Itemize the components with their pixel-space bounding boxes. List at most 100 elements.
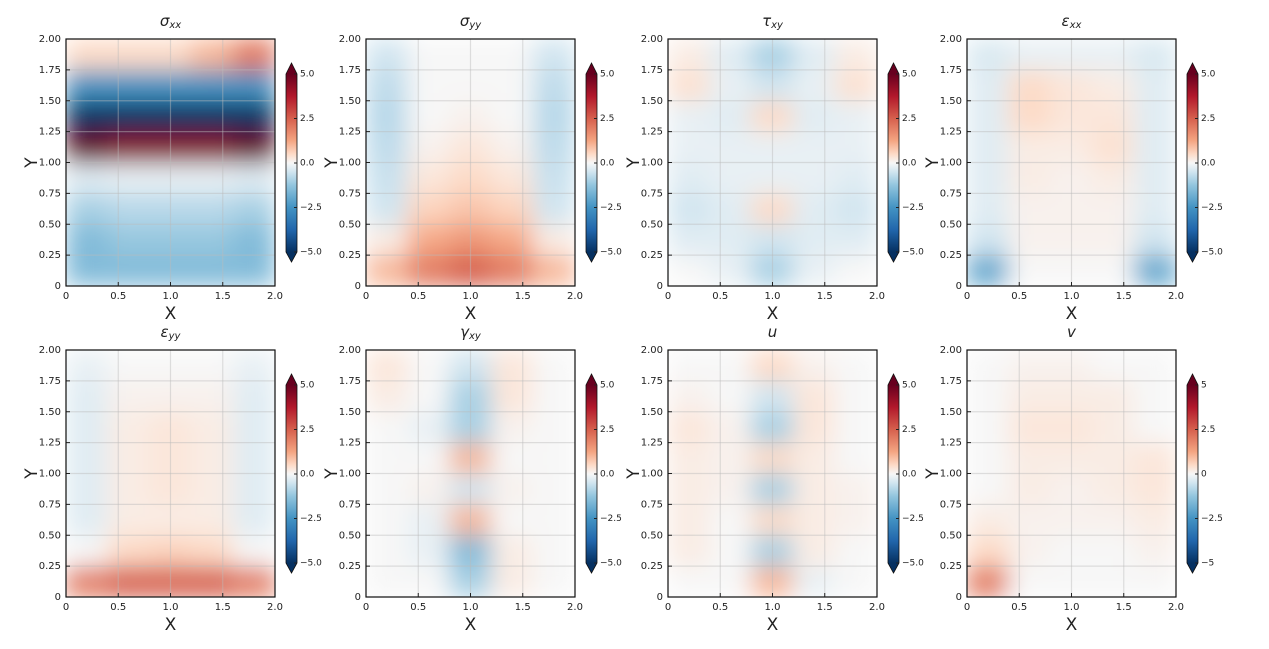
field-cell: [66, 254, 109, 286]
field-cell: [366, 131, 409, 163]
y-tick-label: 0.75: [39, 499, 61, 510]
field-cell: [792, 411, 836, 444]
field-smooth: [668, 39, 877, 286]
field-cell: [107, 380, 151, 413]
field-cell: [668, 503, 711, 536]
field-cell: [834, 192, 877, 225]
panel: 0 0.5 1.0 1.5 2.000.250.500.751.001.251.501.…: [322, 323, 622, 636]
field-cell: [366, 162, 409, 194]
x-tick-label: 1.0: [463, 602, 479, 613]
field-cell: [532, 503, 575, 536]
field-cell: [107, 131, 151, 163]
x-tick-label: 1.5: [515, 291, 531, 302]
field-cell: [532, 162, 575, 194]
colorbar-tick-label: −2.5: [1201, 514, 1223, 524]
y-tick-label: 2.00: [39, 34, 61, 45]
field-cell: [792, 565, 836, 597]
field-cell: [366, 534, 409, 567]
y-tick-label: 2.00: [39, 345, 61, 356]
y-tick-label: 0.75: [339, 499, 361, 510]
field: [66, 39, 275, 286]
y-tick-label: 0.50: [641, 219, 663, 230]
field-cell: [668, 100, 711, 133]
field-cell: [407, 100, 451, 133]
y-tick-label: 0: [355, 592, 361, 603]
y-tick-label: 1.75: [39, 65, 61, 76]
colorbar-extend-top: [286, 374, 297, 385]
panel: 0 0.5 1.0 1.5 2.000.250.500.751.001.251.501.…: [624, 323, 924, 636]
field-cell: [1050, 254, 1093, 286]
field-cell: [407, 503, 451, 536]
colorbar-extend-bottom: [286, 563, 297, 573]
field-cell: [532, 380, 575, 413]
field-cell: [967, 131, 1010, 163]
y-tick-label: 1.75: [641, 65, 663, 76]
field-cell: [190, 223, 234, 256]
x-axis-label: X: [465, 304, 477, 324]
field-cell: [366, 473, 409, 505]
field-cell: [449, 350, 492, 382]
y-tick-label: 1.50: [339, 96, 361, 107]
y-tick-label: 0: [55, 281, 61, 292]
field-cell: [1133, 69, 1176, 102]
x-axis-label: X: [767, 615, 779, 635]
field-cell: [1050, 565, 1093, 597]
field: [668, 39, 877, 286]
colorbar-extend-bottom: [1187, 563, 1198, 573]
field-cell: [1091, 534, 1135, 567]
y-tick-label: 0.75: [39, 188, 61, 199]
field-cell: [407, 565, 451, 597]
field-cell: [709, 100, 753, 133]
y-tick-label: 0.75: [940, 188, 962, 199]
y-tick-label: 0.25: [339, 561, 361, 572]
colorbar: [586, 385, 597, 563]
title-symbol: u: [768, 323, 778, 341]
field-cell: [490, 350, 534, 382]
field-cell: [792, 350, 836, 382]
x-tick-label: 0: [63, 602, 69, 613]
field-cell: [232, 503, 275, 536]
field-smooth: [66, 350, 275, 597]
colorbar-tick-label: 0.0: [902, 159, 917, 169]
colorbar-tick-label: 0.0: [1201, 159, 1216, 169]
x-tick-label: 2.0: [869, 291, 885, 302]
field-cell: [668, 565, 711, 597]
x-axis-label: X: [767, 304, 779, 324]
field-cell: [449, 411, 492, 444]
field-cell: [232, 350, 275, 382]
field-cell: [1133, 350, 1176, 382]
y-tick-label: 0: [355, 281, 361, 292]
field: [967, 350, 1176, 597]
field-cell: [107, 223, 151, 256]
field-cell: [532, 473, 575, 505]
field-cell: [792, 534, 836, 567]
field-cell: [1091, 100, 1135, 133]
field-cell: [232, 131, 275, 163]
colorbar-extend-bottom: [586, 252, 597, 262]
field-cell: [532, 565, 575, 597]
colorbar-tick-label: 2.5: [600, 114, 614, 124]
y-axis-label: Y: [624, 157, 644, 169]
field-cell: [751, 131, 794, 163]
title-subscript: yy: [468, 20, 482, 31]
field-cell: [107, 100, 151, 133]
field-cell: [668, 411, 711, 444]
field-cell: [490, 473, 534, 505]
field: [668, 350, 877, 597]
panel-title: u: [768, 323, 778, 341]
field-cell: [490, 534, 534, 567]
field-cell: [449, 162, 492, 194]
field-cell: [751, 350, 794, 382]
colorbar-tick-label: 2.5: [1201, 425, 1215, 435]
field-cell: [232, 223, 275, 256]
field-cell: [366, 411, 409, 444]
field: [366, 39, 575, 286]
colorbar-extend-top: [1187, 374, 1198, 385]
colorbar-extend-top: [888, 63, 899, 74]
field-cell: [449, 380, 492, 413]
y-tick-label: 0.25: [940, 250, 962, 261]
title-symbol: γ: [460, 323, 470, 341]
field-cell: [490, 39, 534, 71]
field-cell: [66, 223, 109, 256]
y-tick-label: 1.50: [940, 96, 962, 107]
